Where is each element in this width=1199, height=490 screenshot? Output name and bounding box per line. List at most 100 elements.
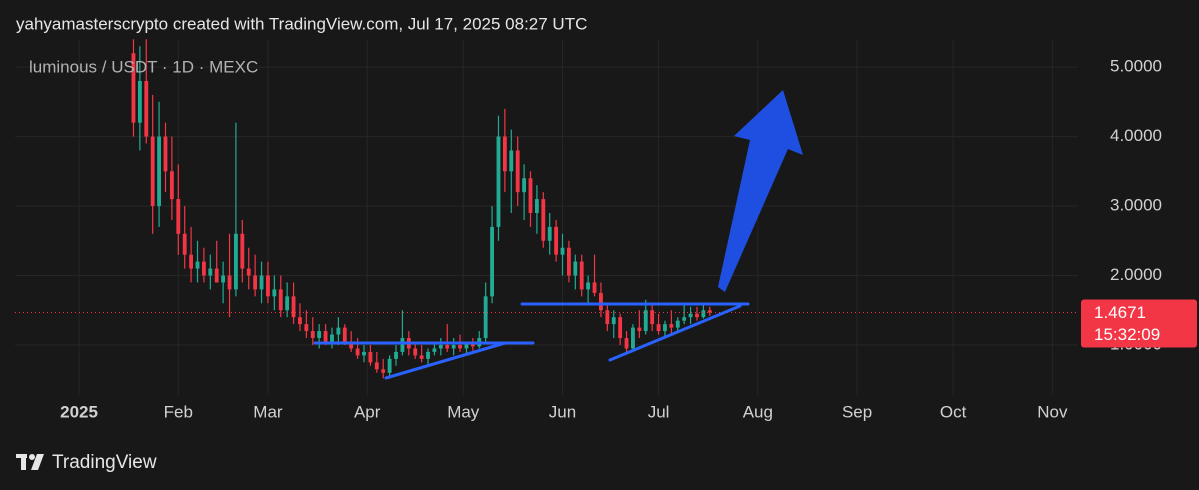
candle-body bbox=[656, 324, 661, 332]
candle-body bbox=[349, 341, 354, 349]
candle-body bbox=[695, 313, 699, 318]
candle-body bbox=[201, 261, 206, 276]
candle-body bbox=[509, 150, 514, 172]
candle-body bbox=[631, 327, 635, 349]
logo-shape bbox=[29, 454, 35, 460]
header-text: yahyamasterscrypto created with TradingV… bbox=[16, 14, 587, 33]
candle-body bbox=[336, 327, 341, 335]
trendlines bbox=[313, 302, 750, 380]
candle-body bbox=[189, 254, 194, 269]
candle-body bbox=[438, 344, 443, 349]
candle-body bbox=[374, 362, 379, 370]
candle-body bbox=[675, 320, 680, 328]
candle-body bbox=[240, 233, 245, 269]
candle-body bbox=[285, 296, 290, 311]
candle-body bbox=[214, 268, 219, 283]
candle-body bbox=[176, 199, 181, 234]
x-tick-label: Aug bbox=[743, 402, 773, 421]
logo-shape bbox=[31, 454, 44, 470]
candle-body bbox=[483, 296, 488, 339]
candle-body bbox=[547, 226, 552, 241]
candle-body bbox=[278, 289, 283, 311]
candle-body bbox=[304, 324, 309, 332]
candle-body bbox=[330, 334, 334, 342]
candle-body bbox=[400, 338, 405, 352]
candle-body bbox=[413, 348, 418, 356]
candle-body bbox=[515, 150, 520, 193]
x-tick-label: Feb bbox=[164, 402, 193, 421]
candle-body bbox=[208, 268, 213, 276]
candle-body bbox=[592, 282, 597, 293]
arrow bbox=[718, 90, 803, 292]
candle-body bbox=[368, 351, 373, 363]
candle-body bbox=[643, 310, 648, 332]
candle-body bbox=[560, 247, 565, 255]
candle-body bbox=[445, 344, 450, 349]
candle-body bbox=[259, 275, 264, 290]
candle-body bbox=[605, 310, 610, 325]
candle-body bbox=[464, 343, 469, 349]
candle-body bbox=[227, 275, 232, 290]
candle-body bbox=[195, 261, 200, 269]
candle-body bbox=[266, 275, 270, 297]
chart-legend: luminous / USDT · 1D · MEXC bbox=[29, 57, 258, 76]
grid bbox=[15, 40, 1078, 395]
candle-body bbox=[701, 310, 706, 318]
candle-body bbox=[246, 268, 251, 276]
candle-body bbox=[419, 355, 424, 359]
logo-shape bbox=[21, 454, 26, 470]
x-tick-label: Jun bbox=[549, 402, 576, 421]
candle-body bbox=[394, 351, 398, 359]
last-price-box bbox=[1081, 299, 1197, 348]
candle-body bbox=[637, 327, 642, 332]
last-price-label: 1.4671 bbox=[1094, 303, 1146, 322]
candle-body bbox=[163, 136, 168, 172]
candle-body bbox=[317, 331, 322, 339]
y-tick-label: 4.0000 bbox=[1110, 126, 1162, 145]
candle-body bbox=[234, 233, 238, 290]
x-tick-label: Sep bbox=[842, 402, 872, 421]
candle-body bbox=[663, 324, 667, 332]
candle-body bbox=[470, 343, 475, 347]
candle-body bbox=[586, 282, 591, 290]
y-tick-label: 2.0000 bbox=[1110, 265, 1162, 284]
x-tick-label: Apr bbox=[354, 402, 381, 421]
y-tick-label: 3.0000 bbox=[1110, 196, 1162, 215]
candle-body bbox=[137, 80, 142, 123]
x-tick-label: Nov bbox=[1037, 402, 1068, 421]
candle-body bbox=[387, 358, 392, 373]
candle-body bbox=[451, 344, 456, 349]
candle-body bbox=[669, 324, 674, 328]
x-tick-label: Jul bbox=[648, 402, 670, 421]
candle-body bbox=[272, 289, 277, 297]
candle-body bbox=[566, 247, 571, 276]
candle-body bbox=[150, 136, 155, 207]
candle-body bbox=[169, 171, 174, 200]
candle-body bbox=[144, 80, 149, 137]
candle-body bbox=[528, 178, 533, 213]
candle-body bbox=[131, 53, 136, 123]
candle-body bbox=[342, 327, 347, 342]
x-tick-label: May bbox=[447, 402, 480, 421]
axes: 1.00002.00003.00004.00005.00002025FebMar… bbox=[60, 57, 1197, 421]
candle-body bbox=[458, 344, 462, 349]
logo bbox=[16, 454, 44, 470]
candle-body bbox=[291, 296, 296, 318]
x-tick-label: 2025 bbox=[60, 402, 98, 421]
candle-body bbox=[650, 310, 655, 325]
candle-body bbox=[618, 317, 623, 339]
candle-body bbox=[611, 317, 616, 325]
candle-body bbox=[624, 338, 629, 349]
candle-body bbox=[157, 136, 162, 207]
candle-body bbox=[298, 317, 302, 325]
brand: TradingView bbox=[52, 452, 157, 473]
x-tick-label: Mar bbox=[253, 402, 283, 421]
candle-body bbox=[310, 331, 315, 339]
candle-body bbox=[554, 226, 559, 255]
candle-body bbox=[381, 369, 386, 373]
x-tick-label: Oct bbox=[940, 402, 967, 421]
candle-body bbox=[682, 317, 687, 321]
candle-body bbox=[496, 136, 501, 227]
